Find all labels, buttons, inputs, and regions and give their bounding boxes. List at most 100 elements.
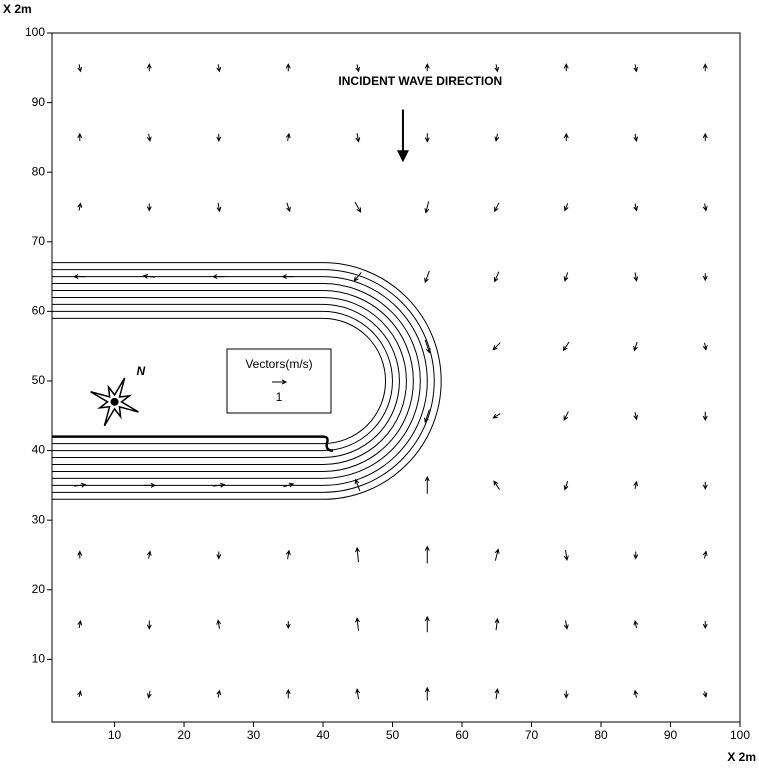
vector [78, 621, 82, 628]
vector [495, 619, 499, 630]
vector [495, 134, 499, 141]
vector [425, 688, 429, 701]
vector [144, 483, 155, 487]
vector [356, 689, 360, 699]
vector [78, 134, 82, 141]
vector [634, 134, 638, 141]
vector [703, 343, 707, 350]
y-tick-label: 10 [32, 652, 46, 666]
vector [634, 621, 638, 628]
vector [703, 134, 707, 141]
breakwater-contour [52, 304, 399, 457]
x-tick-label: 100 [730, 728, 750, 742]
vector [78, 551, 82, 558]
vector [703, 482, 707, 489]
vector [147, 620, 151, 628]
x-tick-label: 40 [316, 728, 330, 742]
incident-arrow-head [397, 150, 409, 162]
vector [634, 272, 638, 280]
vector [355, 202, 361, 212]
x-tick-label: 70 [525, 728, 539, 742]
vector [703, 412, 707, 420]
vector [564, 64, 568, 71]
vector [495, 549, 499, 560]
y-tick-label: 100 [25, 25, 45, 39]
y-tick-label: 20 [32, 582, 46, 596]
y-tick-label: 70 [32, 234, 46, 248]
vector [425, 617, 429, 632]
vector [634, 342, 638, 350]
vector [634, 551, 638, 558]
breakwater-contour [52, 311, 392, 450]
plot-frame [52, 33, 740, 722]
vector [634, 482, 638, 489]
y-axis-label: X 2m [3, 2, 32, 16]
vector [425, 477, 429, 494]
vector [425, 64, 429, 71]
vector [355, 548, 359, 562]
vector [634, 412, 638, 419]
y-tick-label: 60 [32, 304, 46, 318]
vector [356, 618, 360, 631]
legend-value: 1 [276, 390, 283, 404]
vector [147, 203, 151, 210]
x-tick-label: 50 [386, 728, 400, 742]
vector [425, 201, 429, 212]
compass-center [111, 398, 119, 406]
vector [564, 481, 568, 489]
vector [495, 64, 499, 71]
vector [217, 620, 221, 628]
vector [147, 64, 151, 71]
vector [356, 64, 360, 71]
x-tick-label: 10 [108, 728, 122, 742]
x-tick-label: 60 [455, 728, 469, 742]
vector [495, 689, 499, 699]
vector [283, 275, 294, 279]
x-tick-label: 30 [247, 728, 261, 742]
vector [564, 620, 568, 628]
legend-title: Vectors(m/s) [245, 357, 312, 371]
vector [564, 134, 568, 141]
vector [494, 481, 500, 489]
vector [425, 547, 429, 564]
vector [495, 203, 499, 211]
vector [78, 64, 82, 71]
vector [703, 621, 707, 628]
vector [493, 343, 500, 350]
vector [493, 414, 500, 418]
vector [286, 64, 290, 71]
x-tick-label: 20 [177, 728, 191, 742]
vector [286, 551, 290, 559]
vector [147, 134, 151, 141]
vector [563, 342, 569, 350]
vector [425, 271, 430, 282]
vector [703, 273, 707, 280]
vector [703, 203, 707, 210]
vector [287, 203, 291, 211]
vector [355, 480, 360, 491]
vector [74, 275, 85, 279]
vector [78, 691, 82, 697]
breakwater-contour [52, 318, 386, 443]
vector [78, 203, 82, 210]
vector [564, 550, 568, 560]
compass-north: N [137, 364, 146, 378]
page: X 2m X 2m 102030405060708090100102030405… [0, 0, 759, 768]
vector [354, 272, 361, 280]
vector [286, 134, 290, 141]
vector [634, 64, 638, 71]
vector [147, 551, 151, 558]
x-tick-label: 80 [594, 728, 608, 742]
annotation: INCIDENT WAVE DIRECTION [338, 74, 502, 88]
vector [634, 203, 638, 210]
vector [703, 64, 707, 71]
y-tick-label: 80 [32, 164, 46, 178]
vector [217, 691, 221, 698]
chart: X 2m X 2m 102030405060708090100102030405… [0, 0, 759, 768]
vector [217, 134, 221, 141]
x-tick-label: 90 [664, 728, 678, 742]
vector [425, 133, 429, 141]
vector [564, 203, 568, 210]
y-tick-label: 90 [32, 95, 46, 109]
y-tick-label: 50 [32, 373, 46, 387]
